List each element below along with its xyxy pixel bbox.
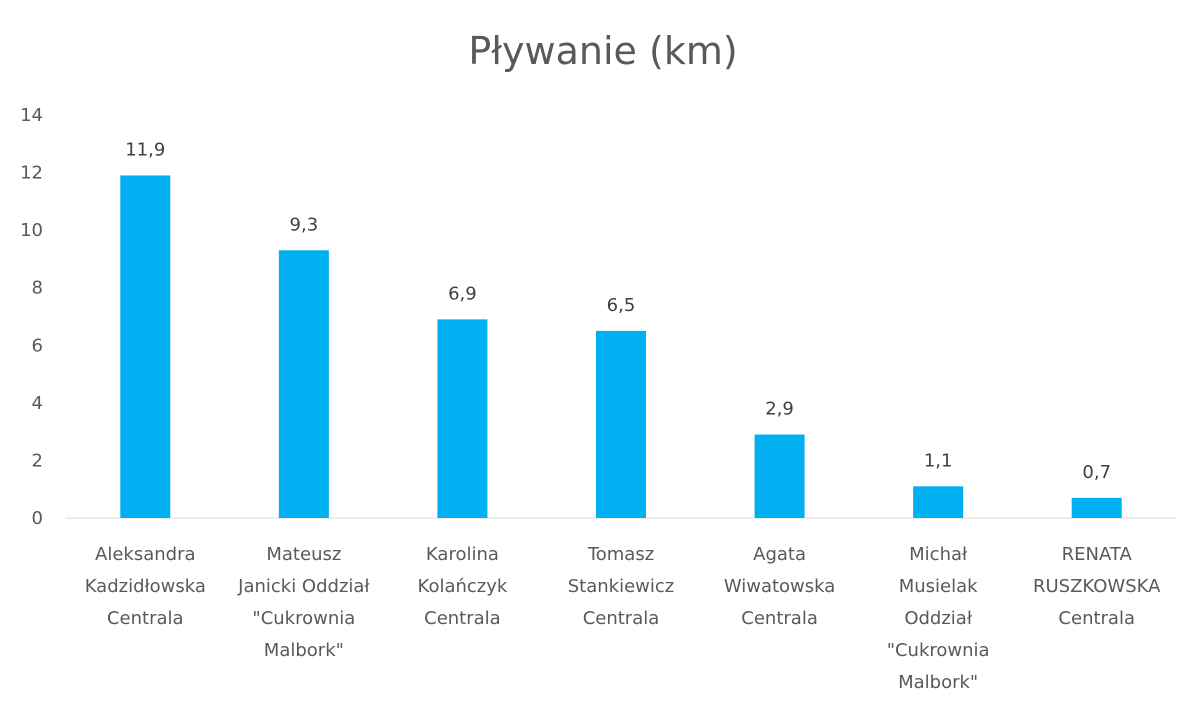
x-category-label-line: "Cukrownia <box>252 608 355 629</box>
bar <box>754 434 805 518</box>
bar <box>278 250 329 519</box>
x-category-label-line: Kolańczyk <box>418 576 508 597</box>
x-category-label-line: RENATA <box>1062 544 1133 565</box>
x-category-label-line: Karolina <box>426 544 499 565</box>
x-category-label-line: Tomasz <box>587 544 654 565</box>
x-category-label: Mateusz Janicki Oddział "Cukrownia Malbork" <box>237 544 370 661</box>
y-axis: 0 2 4 6 8 10 12 14 <box>20 105 43 529</box>
x-category-label-line: Kadzidłowska <box>85 576 206 597</box>
x-category-label: Tomasz Stankiewicz Centrala <box>568 544 675 629</box>
x-category-label-line: Aleksandra <box>95 544 196 565</box>
data-label: 6,5 <box>607 295 636 316</box>
x-category-label-line: Centrala <box>583 608 660 629</box>
chart-title: Pływanie (km) <box>468 29 737 73</box>
x-category-label-line: Centrala <box>1058 608 1135 629</box>
data-label: 0,7 <box>1082 462 1111 483</box>
x-category-label-line: RUSZKOWSKA <box>1033 576 1161 597</box>
y-tick-label: 10 <box>20 220 43 241</box>
y-tick-label: 6 <box>32 335 43 356</box>
data-label: 9,3 <box>290 214 319 235</box>
x-category-label-line: Centrala <box>424 608 501 629</box>
y-tick-label: 4 <box>32 393 43 414</box>
data-label: 11,9 <box>125 139 165 160</box>
x-category-label: Karolina Kolańczyk Centrala <box>418 544 508 629</box>
y-tick-label: 2 <box>32 450 43 471</box>
x-category-label-line: Janicki Oddział <box>237 576 370 597</box>
x-category-label-line: "Cukrownia <box>887 640 990 661</box>
y-tick-label: 14 <box>20 105 43 126</box>
x-category-label-line: Stankiewicz <box>568 576 675 597</box>
x-category-label: Michał Musielak Oddział "Cukrownia Malbork" <box>887 544 990 693</box>
x-category-label-line: Agata <box>753 544 806 565</box>
data-label: 6,9 <box>448 283 477 304</box>
x-category-label-line: Michał <box>909 544 968 565</box>
data-label: 1,1 <box>924 450 953 471</box>
x-category-label-line: Malbork" <box>898 672 978 693</box>
x-category-label-line: Mateusz <box>266 544 341 565</box>
x-category-label: Agata Wiwatowska Centrala <box>724 544 835 629</box>
y-tick-label: 0 <box>32 508 43 529</box>
x-category-label-line: Oddział <box>904 608 972 629</box>
x-category-label-line: Wiwatowska <box>724 576 835 597</box>
data-label: 2,9 <box>765 399 794 420</box>
x-category-label-line: Musielak <box>899 576 978 597</box>
y-tick-label: 8 <box>32 278 43 299</box>
x-category-label: Aleksandra Kadzidłowska Centrala <box>85 544 206 629</box>
bar <box>913 486 964 518</box>
x-category-label: RENATA RUSZKOWSKA Centrala <box>1033 544 1161 629</box>
y-tick-label: 12 <box>20 163 43 184</box>
x-category-label-line: Centrala <box>107 608 184 629</box>
x-category-label-line: Centrala <box>741 608 818 629</box>
bar <box>1071 497 1122 518</box>
x-category-label-line: Malbork" <box>264 640 344 661</box>
bar <box>120 175 171 518</box>
bars: 11,9 Aleksandra Kadzidłowska Centrala 9,3 Mat… <box>85 139 1161 693</box>
bar <box>596 330 646 518</box>
bar <box>437 319 488 518</box>
